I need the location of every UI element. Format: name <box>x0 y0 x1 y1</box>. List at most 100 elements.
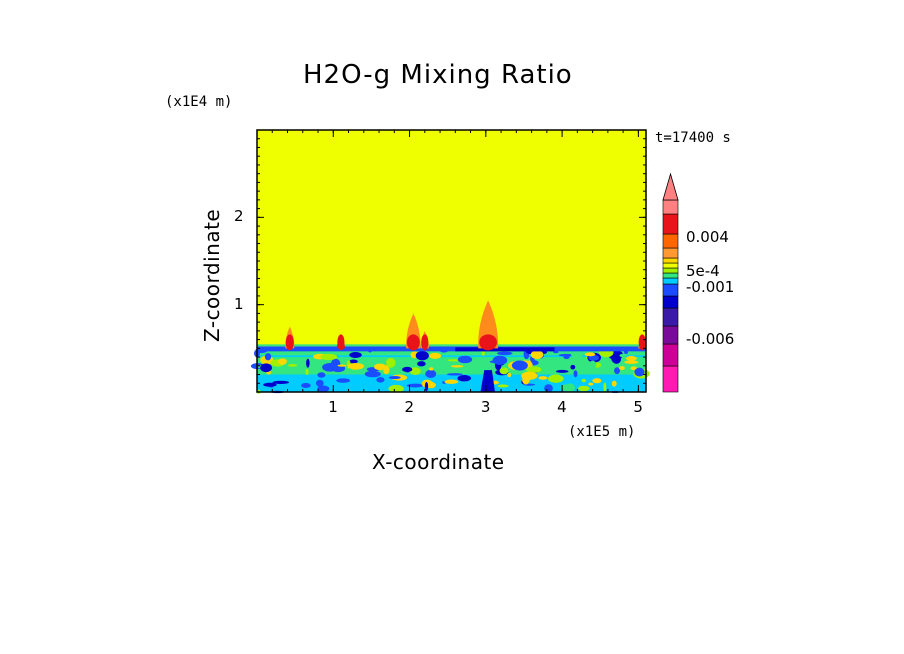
boundary-patch <box>492 380 499 385</box>
boundary-patch <box>317 372 326 378</box>
colorbar-segment <box>662 257 679 264</box>
boundary-patch <box>315 379 324 387</box>
boundary-patch <box>584 352 596 357</box>
boundary-patch <box>450 365 464 368</box>
boundary-patch <box>349 352 362 359</box>
boundary-patch <box>277 358 287 365</box>
colorbar-tick-label: 0.004 <box>686 228 729 246</box>
boundary-patch <box>619 353 627 358</box>
boundary-patch <box>406 383 424 388</box>
boundary-patch <box>305 368 309 376</box>
colorbar-segment <box>662 267 679 274</box>
boundary-patch <box>614 367 621 375</box>
boundary-patch <box>457 375 472 382</box>
boundary-patch <box>553 350 559 354</box>
boundary-patch <box>555 369 569 373</box>
boundary-patch <box>507 372 512 378</box>
boundary-patch <box>581 378 587 383</box>
colorbar-extend-arrow <box>662 172 679 201</box>
boundary-patch <box>538 376 548 380</box>
colorbar-tick-label: -0.001 <box>686 278 735 296</box>
boundary-patch <box>578 385 590 392</box>
x-tick-label: 4 <box>557 398 567 416</box>
inversion-band <box>257 346 646 352</box>
plume-core <box>479 334 498 351</box>
boundary-patch <box>625 356 637 361</box>
boundary-patch <box>499 367 509 375</box>
colorbar-tick-label: -0.006 <box>686 330 735 348</box>
plume-core <box>337 334 345 351</box>
boundary-patch <box>588 355 600 361</box>
boundary-patch <box>603 382 607 392</box>
boundary-patch <box>563 355 570 360</box>
boundary-patch <box>573 370 578 378</box>
boundary-patch <box>447 359 461 362</box>
boundary-band <box>257 350 646 356</box>
boundary-patch <box>530 350 544 360</box>
boundary-patch <box>526 366 542 373</box>
inversion-core <box>455 347 555 352</box>
colorbar-segment <box>662 262 679 269</box>
colorbar-segment <box>662 295 679 309</box>
y-tick-label: 2 <box>234 207 244 226</box>
x-unit-label: (x1E5 m) <box>568 424 636 440</box>
boundary-patch <box>429 352 442 359</box>
boundary-patch <box>364 370 381 378</box>
boundary-patch <box>336 378 350 383</box>
boundary-patch <box>588 382 594 386</box>
inversion-edge <box>257 344 646 347</box>
boundary-patch <box>317 385 330 392</box>
colorbar-segment <box>662 277 679 285</box>
boundary-patch <box>425 369 437 378</box>
boundary-patch <box>565 383 576 392</box>
boundary-patch <box>264 353 272 361</box>
boundary-patch <box>386 357 396 368</box>
boundary-patch <box>611 354 622 364</box>
boundary-patch <box>497 384 509 388</box>
boundary-patch <box>588 360 597 369</box>
boundary-patch <box>424 381 429 392</box>
plume-core <box>638 334 646 351</box>
time-label: t=17400 s <box>655 130 731 146</box>
boundary-patch <box>611 380 617 387</box>
boundary-patch <box>306 358 310 368</box>
boundary-patch <box>374 363 386 371</box>
boundary-patch <box>634 367 645 377</box>
boundary-patch <box>522 375 530 385</box>
boundary-patch <box>272 380 290 384</box>
colorbar-segment <box>662 365 679 393</box>
boundary-patch <box>547 374 564 383</box>
boundary-patch <box>447 373 463 376</box>
colorbar-segment <box>662 283 679 297</box>
boundary-patch <box>511 360 528 371</box>
boundary-patch <box>444 379 459 384</box>
boundary-patch <box>322 363 338 372</box>
boundary-patch <box>496 351 513 356</box>
boundary-patch <box>347 362 365 370</box>
boundary-patch <box>619 366 625 371</box>
boundary-patch <box>301 383 311 389</box>
boundary-patch <box>263 382 277 387</box>
boundary-patch <box>544 384 553 393</box>
x-tick-label: 2 <box>404 398 415 416</box>
colorbar-segment <box>662 213 679 235</box>
x-tick-label: 1 <box>328 398 338 416</box>
boundary-patch <box>349 359 358 364</box>
plume-core <box>406 334 420 351</box>
colorbar-segment <box>662 307 679 327</box>
boundary-patch <box>260 363 272 373</box>
boundary-patch <box>402 366 413 372</box>
boundary-patch <box>489 360 506 364</box>
boundary-patch <box>409 367 421 376</box>
boundary-patch <box>428 367 434 371</box>
colorbar-segment <box>662 247 679 259</box>
y-axis-label: Z-coordinate <box>200 208 224 342</box>
colorbar-segment <box>662 272 679 279</box>
boundary-patch <box>457 355 473 364</box>
colorbar-segment <box>662 325 679 345</box>
boundary-patch <box>558 353 574 357</box>
plume-core <box>285 334 294 351</box>
boundary-patch <box>388 376 401 380</box>
boundary-patch <box>570 364 576 370</box>
